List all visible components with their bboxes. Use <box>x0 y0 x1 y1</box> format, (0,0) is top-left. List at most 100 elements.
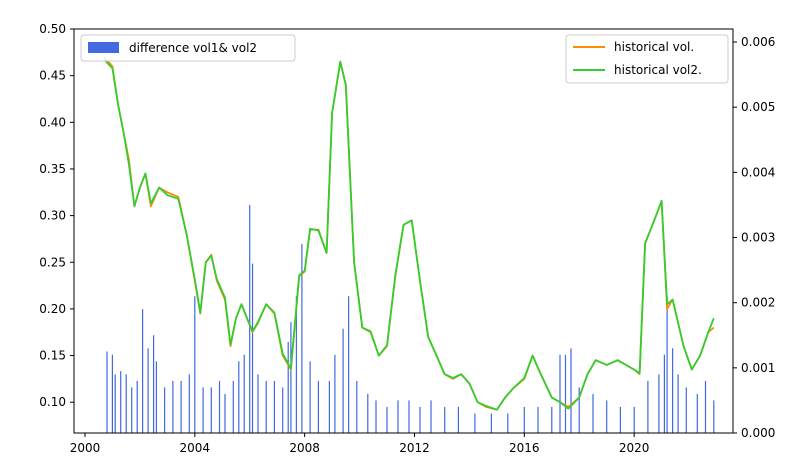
difference-bar <box>375 400 377 433</box>
difference-bar <box>592 393 594 433</box>
difference-bar <box>249 204 251 433</box>
difference-bar <box>559 354 561 433</box>
difference-bar <box>131 387 133 433</box>
difference-bar <box>282 387 284 433</box>
volatility-lines <box>103 56 715 411</box>
difference-bar <box>180 380 182 433</box>
legend-label-historical-vol: historical vol. <box>614 40 694 54</box>
difference-bar <box>523 406 525 433</box>
y-right-tick-label: 0.003 <box>741 231 775 245</box>
difference-bar <box>202 387 204 433</box>
difference-bar <box>273 380 275 433</box>
difference-bar <box>419 406 421 433</box>
difference-bar <box>386 406 388 433</box>
difference-bar <box>210 387 212 433</box>
difference-bar <box>287 341 289 433</box>
difference-bar <box>696 393 698 433</box>
difference-bar <box>136 380 138 433</box>
difference-bar <box>218 380 221 433</box>
difference-bar <box>570 348 572 433</box>
series-line-historical-vol2 <box>103 59 715 411</box>
difference-bar <box>672 348 674 433</box>
difference-bar <box>663 354 665 433</box>
difference-bar <box>328 380 330 433</box>
plot-frame <box>73 28 734 434</box>
difference-bar <box>301 244 303 433</box>
difference-bar <box>172 380 174 433</box>
difference-bar <box>114 374 116 433</box>
difference-bar <box>430 400 432 433</box>
difference-bar <box>265 380 267 433</box>
difference-bar <box>164 387 166 433</box>
difference-bar <box>342 328 344 433</box>
difference-bar <box>188 374 190 433</box>
legend-left-box <box>80 34 296 62</box>
difference-bar <box>457 406 459 433</box>
difference-bar <box>125 374 127 433</box>
y-right-tick-label: 0.004 <box>741 165 775 179</box>
difference-bar <box>106 351 108 433</box>
difference-bar <box>564 354 567 433</box>
legend-label-difference: difference vol1& vol2 <box>129 41 257 55</box>
difference-bar <box>507 413 509 433</box>
x-tick-label: 2020 <box>619 441 650 455</box>
y-right-tick-label: 0.005 <box>741 100 775 114</box>
y-right-tick-label: 0.002 <box>741 296 775 310</box>
difference-bar <box>713 400 715 433</box>
difference-bars <box>106 204 715 433</box>
legend-right: historical vol. historical vol2. <box>565 34 729 84</box>
difference-bar <box>243 354 245 433</box>
difference-bar <box>537 406 539 433</box>
legend-swatch-difference <box>88 42 119 53</box>
difference-bar <box>666 296 668 433</box>
y-left-tick-label: 0.40 <box>39 115 66 129</box>
difference-bar <box>685 387 687 433</box>
difference-bar <box>408 400 410 433</box>
difference-bar <box>290 322 292 433</box>
y-left-tick-label: 0.20 <box>39 302 66 316</box>
difference-bar <box>257 374 259 433</box>
difference-bar <box>142 309 144 433</box>
difference-bar <box>348 296 350 433</box>
difference-bar <box>194 296 196 433</box>
difference-bar <box>155 361 157 433</box>
difference-bar <box>309 361 311 433</box>
y-right-tick-label: 0.001 <box>741 361 775 375</box>
difference-bar <box>444 406 446 433</box>
y-left-tick-label: 0.35 <box>39 162 66 176</box>
y-right-tick-label: 0.006 <box>741 35 775 49</box>
x-tick-label: 2016 <box>509 441 540 455</box>
legend-left: difference vol1& vol2 <box>80 34 296 62</box>
y-left-tick-label: 0.45 <box>39 69 66 83</box>
difference-bar <box>232 380 234 433</box>
x-tick-label: 2004 <box>180 441 211 455</box>
difference-bar <box>147 348 149 433</box>
legend-right-box <box>565 34 729 84</box>
y-left-tick-label: 0.25 <box>39 255 66 269</box>
difference-bar <box>120 371 122 433</box>
difference-bar <box>551 406 553 433</box>
x-tick-label: 2000 <box>70 441 101 455</box>
y-right-tick-label: 0.000 <box>741 426 775 440</box>
difference-bar <box>238 361 240 433</box>
y-left-tick-label: 0.10 <box>39 395 66 409</box>
difference-bar <box>251 263 254 433</box>
difference-bar <box>490 413 492 433</box>
x-axis: 2000 2004 2008 2012 2016 2020 <box>70 433 650 455</box>
x-tick-label: 2012 <box>399 441 430 455</box>
difference-bar <box>295 296 297 433</box>
x-tick-label: 2008 <box>289 441 320 455</box>
difference-bar <box>224 393 226 433</box>
y-axis-right: 0.000 0.001 0.002 0.003 0.004 0.005 0.006 <box>733 35 775 440</box>
y-left-tick-label: 0.30 <box>39 209 66 223</box>
difference-bar <box>606 400 608 433</box>
difference-bar <box>356 380 358 433</box>
difference-bar <box>619 406 621 433</box>
difference-bar <box>317 380 319 433</box>
difference-bar <box>658 374 660 433</box>
difference-bar <box>367 393 369 433</box>
y-left-tick-label: 0.50 <box>39 22 66 36</box>
y-left-tick-label: 0.15 <box>39 349 66 363</box>
difference-bar <box>474 413 476 433</box>
